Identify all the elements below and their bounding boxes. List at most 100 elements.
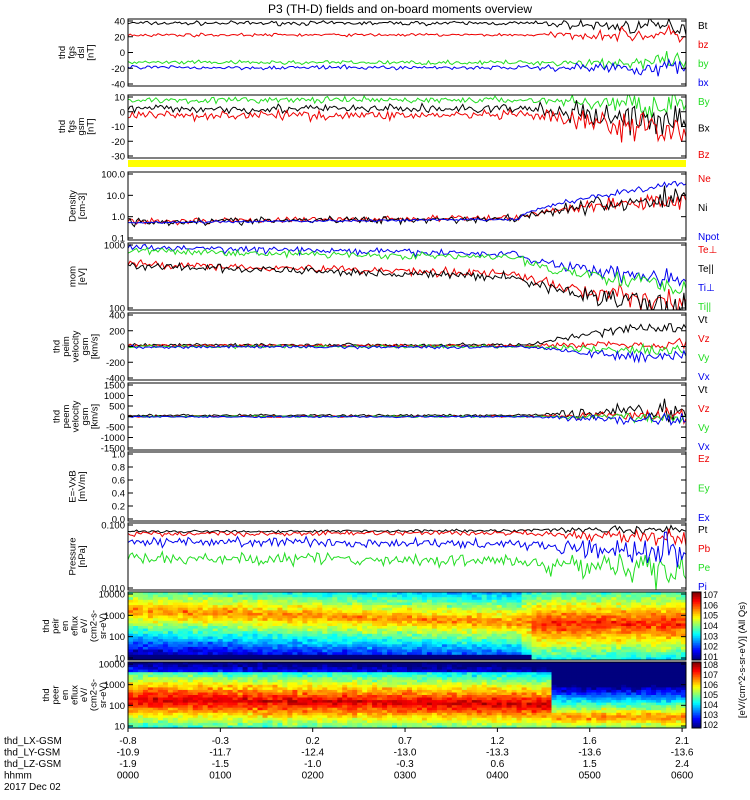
colorbar-tick: 102 (703, 642, 718, 652)
y-label-line: dsl (76, 46, 87, 58)
series-line-Vz (128, 337, 686, 350)
x-tick-label: -12.4 (301, 748, 324, 759)
y-tick-label: -40 (111, 80, 125, 91)
y-tick-label: 1.0 (112, 212, 125, 223)
legend-Vt: Vt (698, 315, 708, 326)
panel-frame (127, 661, 687, 729)
legend-Vy: Vy (698, 423, 709, 434)
series-line-By (128, 95, 686, 118)
x-tick-label: 1.2 (490, 736, 504, 747)
legend-Ti⊥: Ti⊥ (698, 283, 715, 294)
y-tick-label: -30 (111, 152, 125, 163)
panel-frame (127, 171, 687, 241)
y-label-line: mom (67, 266, 78, 287)
legend-Vt: Vt (698, 385, 708, 396)
colorbar (691, 661, 702, 729)
colorbar-tick: 101 (703, 652, 718, 662)
y-tick-label: 100.0 (101, 170, 125, 181)
y-tick-label: 0.0 (112, 515, 125, 526)
x-row-label: thd_LX-GSM (4, 736, 62, 747)
y-label-line: thd (57, 120, 68, 133)
x-row-label: hhmm (4, 771, 32, 782)
y-axis-label: mom[eV] (67, 266, 88, 287)
x-tick-label: -13.3 (486, 748, 509, 759)
x-tick-label: -0.3 (212, 736, 230, 747)
panel-density: 100.0 10.0 1.0 0.1 Density[cm-3] Ne Ni Npot (67, 170, 719, 245)
x-tick-label: 0300 (394, 771, 417, 782)
y-tick-label: 0.8 (112, 463, 125, 474)
y-tick-label: -200 (106, 358, 125, 369)
series-line-Ti|| (128, 246, 686, 295)
y-label-line: thd (57, 46, 68, 59)
y-tick-label: -20 (111, 137, 125, 148)
y-label-line: [nPa] (77, 545, 88, 567)
y-tick-label: 10000 (99, 660, 125, 671)
y-tick-label: 1.0 (112, 450, 125, 461)
panel-temperature: 1000 100 mom[eV] Te⊥ Te|| Ti⊥ Ti|| (67, 241, 717, 315)
legend-Ez: Ez (698, 454, 710, 465)
x-tick-label: -0.8 (119, 736, 137, 747)
y-label-line: gsm (76, 117, 87, 135)
y-label-line: en (60, 621, 71, 632)
series-line-Vx (128, 344, 686, 364)
y-label-line: thd (52, 410, 63, 423)
series-line-Pe (128, 550, 686, 590)
colorbar-tick: 106 (703, 680, 718, 690)
y-label-line: peer (51, 685, 62, 704)
series-line-Bt (128, 19, 686, 36)
y-label-line: thd (41, 619, 52, 632)
legend-bz: bz (698, 40, 709, 51)
series-line-Npot (128, 180, 686, 224)
panel-efield: 1.0 0.8 0.6 0.4 0.2 0.0 E=-VxB[mV/m] Ez Ey Ex (67, 450, 709, 526)
y-tick-label: -1500 (101, 444, 125, 455)
legend-Ex: Ex (698, 513, 710, 524)
panel-peir_eflux: 10000 1000 100 10 thdpeirenefluxeV/(cm2-s-sr… (41, 590, 718, 665)
y-label-line: eflux (70, 616, 81, 636)
colorbar (691, 591, 702, 661)
colorbar-tick: 102 (703, 720, 718, 730)
y-tick-label: 10.0 (107, 191, 126, 202)
legend-Pe: Pe (698, 563, 711, 574)
y-tick-label: -400 (106, 374, 125, 385)
y-label-line: eV/ (79, 619, 90, 634)
y-tick-label: 1000 (104, 611, 125, 622)
colorbar-tick: 107 (703, 670, 718, 680)
y-label-line: peir (51, 618, 62, 634)
y-tick-label: 10 (114, 93, 125, 104)
legend-By: By (698, 97, 710, 108)
y-label-line: eflux (70, 685, 81, 705)
x-tick-label: -1.5 (212, 759, 230, 770)
x-tick-label: 0.2 (306, 736, 320, 747)
y-label-line: (cm2-s- (89, 679, 100, 711)
y-tick-label: 0.6 (112, 476, 125, 487)
x-tick-label: -10.9 (117, 748, 140, 759)
y-tick-label: 0.010 (101, 584, 125, 595)
legend-Bx: Bx (698, 124, 710, 135)
y-tick-label: 100 (109, 304, 125, 315)
panel-frame (127, 94, 687, 159)
y-label-line: en (60, 690, 71, 701)
y-label-line: thd (52, 340, 63, 353)
y-axis-label: E=-VxB[mV/m] (67, 470, 88, 502)
y-label-line: Pressure (67, 537, 78, 575)
x-tick-label: 0.7 (398, 736, 412, 747)
series-line-by (128, 51, 686, 70)
y-tick-label: -10 (111, 122, 125, 133)
x-tick-label: 0200 (302, 771, 325, 782)
y-tick-label: 0 (120, 48, 125, 59)
x-row-label: 2017 Dec 02 (4, 782, 61, 793)
y-label-line: E=-VxB (67, 470, 78, 502)
y-label-line: peim (61, 336, 72, 357)
y-tick-label: 200 (109, 326, 125, 337)
legend-Pi: Pi (698, 582, 707, 593)
panel-frame (127, 242, 687, 311)
y-label-line: peem (61, 405, 72, 429)
x-tick-label: -13.0 (394, 748, 417, 759)
